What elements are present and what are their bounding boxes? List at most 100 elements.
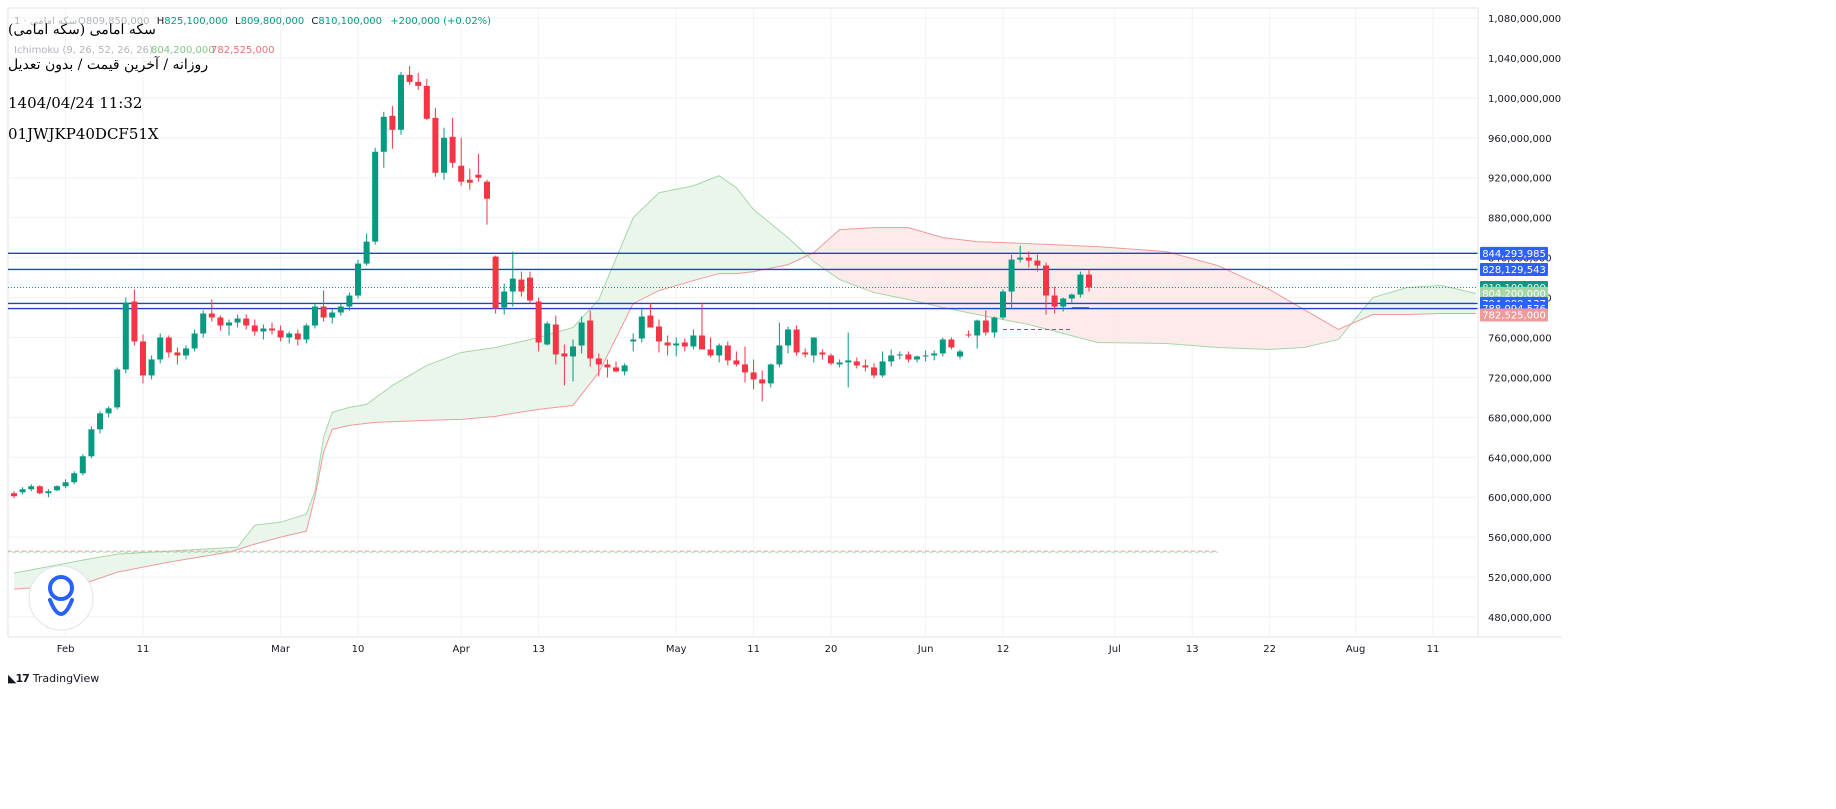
x-tick-label: 22: [1263, 644, 1276, 655]
candle-body: [587, 320, 594, 359]
candle-body: [165, 337, 172, 353]
x-tick-label: Jun: [917, 644, 934, 655]
candle: [226, 319, 232, 336]
tradingview-logo-icon: ◣17: [8, 672, 30, 685]
candle-body: [561, 353, 568, 357]
candle: [79, 454, 86, 476]
candle-body: [879, 361, 886, 376]
y-tick-label: 720,000,000: [1488, 373, 1552, 384]
x-tick-label: Apr: [453, 644, 471, 655]
candle-body: [776, 345, 783, 365]
candle-body: [750, 372, 757, 380]
price-axis[interactable]: 1,080,000,000 1,040,000,000 1,000,000,000 9…: [1477, 8, 1561, 637]
candle-body: [802, 352, 809, 355]
candle-body: [62, 482, 69, 487]
candle-body: [1043, 265, 1049, 296]
time-axis[interactable]: Feb 11 Mar 10 Apr 13 May 11 20 Jun 12 Jul 13 22 Aug 11: [8, 636, 1562, 655]
candle-body: [673, 343, 680, 346]
candle-body: [871, 367, 877, 376]
candle-body: [406, 74, 413, 82]
candle: [200, 310, 207, 338]
candle: [303, 323, 310, 344]
candle: [810, 337, 817, 363]
candle: [492, 255, 499, 314]
candle-body: [355, 263, 361, 296]
candle: [776, 322, 783, 368]
y-tick-label: 680,000,000: [1488, 413, 1552, 424]
candle: [346, 292, 353, 311]
candle-body: [888, 355, 895, 362]
candle: [286, 331, 293, 344]
y-tick-label: 960,000,000: [1488, 134, 1552, 145]
close-label: C: [311, 16, 318, 27]
price-tag-label: 782,525,000: [1482, 310, 1546, 321]
candle-body: [621, 365, 628, 372]
candle-body: [423, 85, 430, 119]
candle-body: [251, 325, 258, 332]
price-tag: 828,129,543: [1480, 262, 1548, 276]
candle: [337, 302, 344, 316]
candle: [1034, 254, 1041, 272]
candle: [647, 302, 654, 328]
candle: [905, 351, 912, 363]
candle-body: [810, 337, 817, 356]
candle-body: [501, 291, 508, 308]
candle: [423, 78, 430, 120]
price-tags: 844,293,985828,129,543810,100,000804,200…: [1480, 246, 1548, 322]
candle-body: [647, 315, 654, 328]
candle-body: [36, 486, 43, 494]
candle: [406, 65, 413, 85]
candle: [750, 359, 757, 390]
candle-body: [389, 115, 396, 130]
candle-body: [707, 349, 714, 356]
candle: [664, 335, 671, 356]
candle-body: [337, 306, 344, 313]
price-chart[interactable]: 1,080,000,000 1,040,000,000 1,000,000,000 9…: [0, 0, 1568, 691]
candle-body: [398, 74, 404, 130]
y-tick-label: 640,000,000: [1488, 453, 1552, 464]
indicator-label: Ichimoku (9, 26, 52, 26, 26): [14, 45, 153, 56]
candle-body: [544, 323, 551, 345]
candle: [871, 363, 877, 379]
candle-body: [294, 333, 301, 340]
y-tick-label: 760,000,000: [1488, 333, 1552, 344]
candle-body: [122, 302, 129, 370]
candle: [458, 137, 465, 186]
candle-body: [974, 320, 981, 336]
candle-body: [716, 345, 723, 356]
candle-body: [630, 339, 637, 342]
candle-body: [982, 320, 989, 333]
tradingview-brand[interactable]: ◣17 TradingView: [8, 672, 99, 685]
candle: [638, 307, 645, 343]
ohlc-legend: سکه امامی · 1 O809,850,000 H825,100,000 …: [14, 16, 491, 56]
x-tick-label: 20: [825, 644, 838, 655]
candle: [931, 350, 938, 361]
candle: [157, 333, 164, 364]
candle: [1060, 297, 1067, 312]
candle: [888, 349, 895, 367]
candle: [836, 359, 843, 368]
candle-body: [922, 355, 929, 357]
candle: [922, 350, 929, 362]
candle: [174, 347, 181, 365]
candle-body: [836, 362, 843, 365]
y-tick-label: 520,000,000: [1488, 573, 1552, 584]
candle: [191, 329, 198, 352]
candle-body: [552, 324, 559, 355]
candle-body: [432, 117, 439, 173]
high-value: 825,100,000: [164, 16, 228, 27]
candle: [595, 353, 602, 377]
candle-body: [785, 329, 791, 346]
candle: [71, 471, 78, 485]
candle: [733, 351, 740, 367]
candle-body: [97, 413, 103, 430]
candle-body: [570, 346, 576, 357]
candle-body: [492, 256, 499, 309]
candle-body: [217, 317, 224, 326]
candlestick-series: [11, 65, 1092, 499]
price-tag-background: [1480, 262, 1548, 276]
candle: [217, 315, 224, 331]
candle-body: [277, 330, 284, 338]
candle: [828, 353, 834, 366]
candle-body: [19, 489, 26, 493]
